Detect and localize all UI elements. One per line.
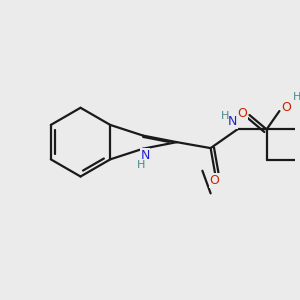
Text: N: N	[228, 115, 237, 128]
Text: N: N	[140, 149, 150, 162]
Text: O: O	[281, 100, 291, 114]
Text: H: H	[293, 92, 300, 102]
Text: O: O	[238, 106, 248, 120]
Text: O: O	[209, 174, 219, 187]
Text: H: H	[137, 160, 145, 170]
Text: H: H	[220, 111, 229, 121]
